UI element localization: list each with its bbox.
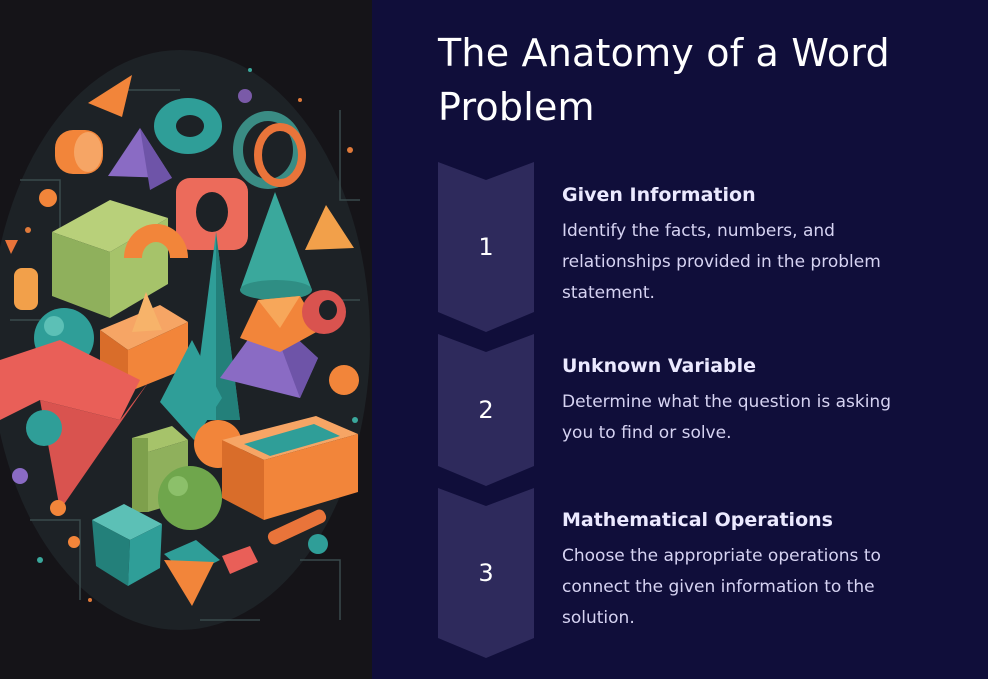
step-3-marker: 3 <box>438 488 534 658</box>
step-1-marker: 1 <box>438 162 534 332</box>
step-2-description: Determine what the question is asking yo… <box>562 392 891 443</box>
step-3-number: 3 <box>478 559 494 587</box>
step-2-number: 2 <box>478 396 494 424</box>
step-1-number: 1 <box>478 233 494 261</box>
geometric-shapes-illustration <box>0 0 372 679</box>
step-2: Unknown Variable Determine what the ques… <box>562 353 922 449</box>
step-2-marker: 2 <box>438 334 534 486</box>
step-1-description: Identify the facts, numbers, and relatio… <box>562 221 881 303</box>
step-3-title: Mathematical Operations <box>562 509 833 531</box>
shapes-art <box>0 50 370 630</box>
page-title: The Anatomy of a Word Problem <box>438 31 890 129</box>
step-2-title: Unknown Variable <box>562 355 757 377</box>
step-3-description: Choose the appropriate operations to con… <box>562 546 881 628</box>
step-3: Mathematical Operations Choose the appro… <box>562 507 922 634</box>
step-1: Given Information Identify the facts, nu… <box>562 182 922 309</box>
step-1-title: Given Information <box>562 184 756 206</box>
content-panel: The Anatomy of a Word Problem 1 Given In… <box>372 0 988 679</box>
